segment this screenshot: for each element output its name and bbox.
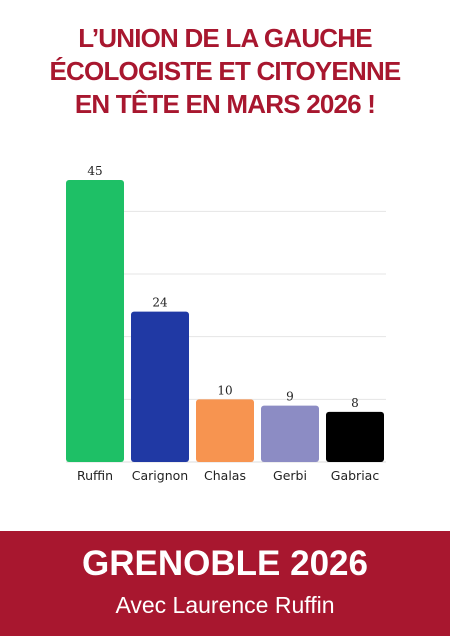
category-label-gerbi: Gerbi xyxy=(273,468,307,483)
value-label-chalas: 10 xyxy=(217,383,232,397)
bar-carignon xyxy=(131,311,189,462)
headline-line-3: EN TÊTE EN MARS 2026 ! xyxy=(74,89,376,119)
category-label-carignon: Carignon xyxy=(132,468,188,483)
bar-chart: 45 Ruffin 24 Carignon 10 Chalas 9 Gerbi 8 Gabriac xyxy=(66,164,386,483)
value-label-gerbi: 9 xyxy=(286,390,294,404)
footer-banner: GRENOBLE 2026 Avec Laurence Ruffin xyxy=(0,531,450,636)
bar-gerbi xyxy=(261,405,319,462)
category-label-ruffin: Ruffin xyxy=(77,468,113,483)
bar-chalas xyxy=(196,399,254,462)
footer-title: GRENOBLE 2026 xyxy=(82,544,368,583)
footer-subtitle: Avec Laurence Ruffin xyxy=(115,592,335,618)
bars xyxy=(66,180,384,462)
category-label-chalas: Chalas xyxy=(204,468,246,483)
category-label-gabriac: Gabriac xyxy=(331,468,380,483)
headline-line-2: ÉCOLOGISTE ET CITOYENNE xyxy=(49,56,402,86)
labels: 45 Ruffin 24 Carignon 10 Chalas 9 Gerbi 8 Gabriac xyxy=(77,164,379,483)
value-label-gabriac: 8 xyxy=(351,396,359,410)
value-label-carignon: 24 xyxy=(152,296,168,310)
bar-gabriac xyxy=(326,411,384,462)
bar-ruffin xyxy=(66,180,124,462)
value-label-ruffin: 45 xyxy=(87,164,102,178)
headline: L’UNION DE LA GAUCHE ÉCOLOGISTE ET CITOY… xyxy=(0,22,450,121)
headline-line-1: L’UNION DE LA GAUCHE xyxy=(78,23,372,53)
